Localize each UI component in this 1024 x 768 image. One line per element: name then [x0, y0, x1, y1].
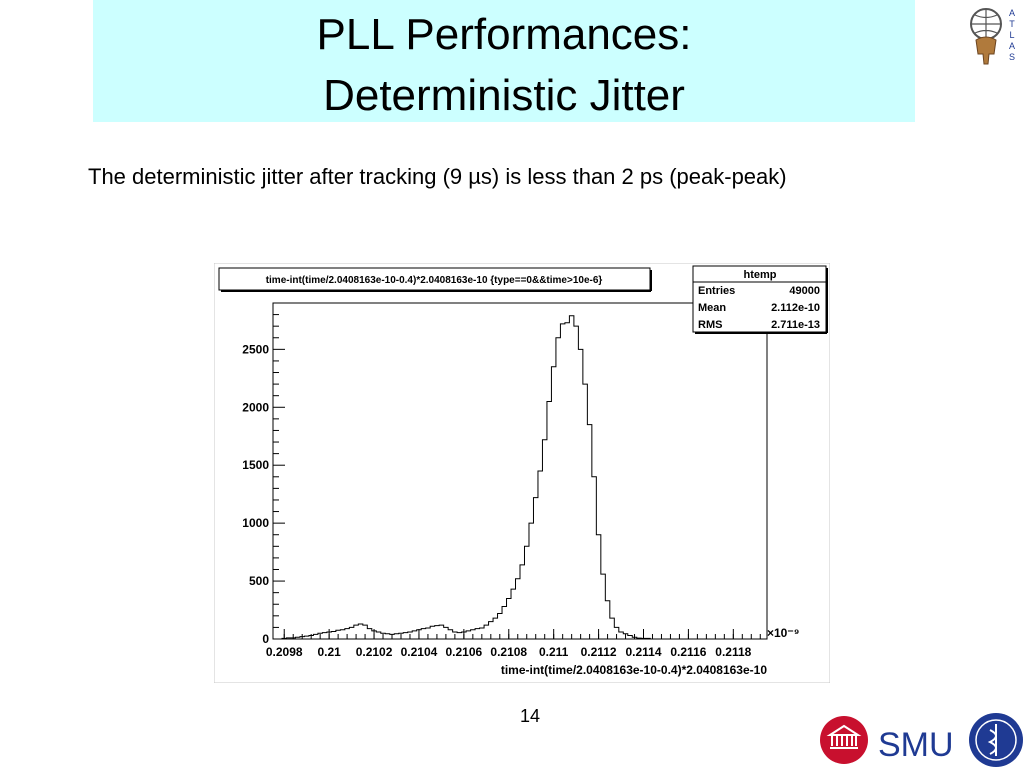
x-tick-label: 0.2118: [715, 645, 751, 659]
atlas-letter: T: [1009, 19, 1015, 29]
x-tick-label: 0.2112: [581, 645, 617, 659]
x-tick-label: 0.2102: [356, 645, 393, 659]
chart-title: time-int(time/2.0408163e-10-0.4)*2.04081…: [266, 275, 603, 286]
atlas-letter: A: [1009, 8, 1015, 18]
smu-logo-icon: SMU: [820, 716, 954, 764]
x-tick-label: 0.2114: [625, 645, 661, 659]
stats-box: htemp Entries 49000 Mean 2.112e-10 RMS 2…: [692, 265, 828, 334]
stats-box-name: htemp: [744, 269, 777, 281]
slide-title-line1: PLL Performances:: [316, 10, 692, 59]
x-tick-label: 0.2116: [670, 645, 706, 659]
plot-frame: [272, 302, 768, 640]
histogram-chart: time-int(time/2.0408163e-10-0.4)*2.04081…: [214, 263, 830, 683]
university-seal-icon: [969, 713, 1023, 767]
stats-label-entries: Entries: [698, 285, 735, 297]
x-tick-label: 0.2098: [266, 645, 303, 659]
smu-wordmark: SMU: [878, 726, 954, 764]
x-tick-label: 0.2106: [446, 645, 483, 659]
x-tick-label: 0.211: [539, 645, 569, 659]
atlas-logo-icon: A T L A S: [970, 8, 1015, 65]
page-number: 14: [519, 706, 541, 726]
slide-title-line2: Deterministic Jitter: [323, 71, 685, 120]
histogram-series: [273, 315, 678, 640]
stats-value-mean: 2.112e-10: [771, 302, 820, 314]
body-text: The deterministic jitter after tracking …: [88, 164, 787, 189]
x-tick-label: 0.2108: [490, 645, 527, 659]
stats-value-entries: 49000: [789, 285, 820, 297]
y-tick-label: 2500: [242, 342, 269, 356]
x-tick-label: 0.2104: [401, 645, 438, 659]
y-tick-label: 1000: [242, 516, 269, 530]
x-tick-label: 0.21: [317, 645, 341, 659]
stats-label-rms: RMS: [698, 319, 722, 331]
x-axis-label: time-int(time/2.0408163e-10-0.4)*2.04081…: [501, 663, 767, 677]
y-tick-label: 1500: [242, 458, 269, 472]
y-tick-label: 0: [262, 632, 269, 646]
stats-value-rms: 2.711e-13: [771, 319, 820, 331]
atlas-letter: S: [1009, 52, 1015, 62]
title-banner: PLL Performances: Deterministic Jitter: [93, 0, 915, 122]
y-tick-label: 2000: [242, 400, 269, 414]
atlas-letter: L: [1009, 30, 1014, 40]
atlas-letter: A: [1009, 41, 1015, 51]
plot-area: 0 500 1000 1500 2000 2500 0.2098 0.21 0.2102 0.21…: [242, 302, 768, 659]
stats-label-mean: Mean: [698, 302, 726, 314]
x-exponent-label: ×10⁻⁹: [767, 626, 799, 640]
y-tick-label: 500: [249, 574, 269, 588]
